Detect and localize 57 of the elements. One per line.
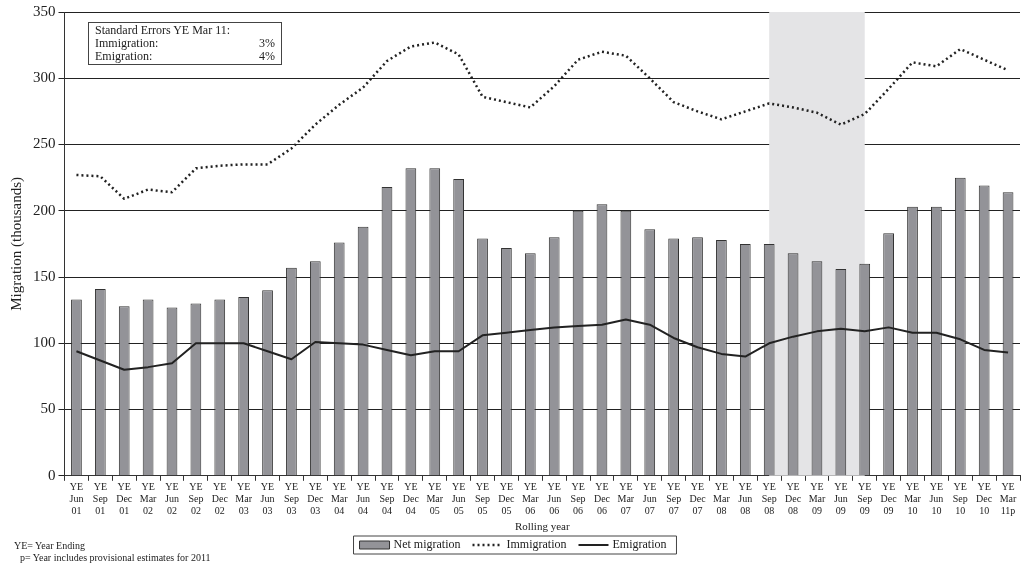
x-tick-label: YE Dec 05 bbox=[498, 481, 516, 517]
x-tick-label: YE Dec 07 bbox=[689, 481, 707, 517]
x-tick-label: YE Sep 06 bbox=[570, 481, 586, 517]
x-tick-label: YE Jun 03 bbox=[260, 481, 275, 517]
x-tick-label: YE Sep 05 bbox=[475, 481, 491, 517]
x-tick-label: YE Jun 10 bbox=[929, 481, 944, 517]
x-tick-label: YE Mar 03 bbox=[235, 481, 253, 517]
x-tick-label: YE Mar 08 bbox=[713, 481, 731, 517]
legend-label: Net migration bbox=[393, 537, 461, 552]
x-tick-label: YE Jun 06 bbox=[547, 481, 562, 517]
x-tick-label: YE Sep 08 bbox=[761, 481, 777, 517]
x-tick-label: YE Dec 09 bbox=[880, 481, 898, 517]
x-tick-label: YE Sep 02 bbox=[188, 481, 204, 517]
x-tick-label: YE Jun 02 bbox=[165, 481, 179, 517]
standard-errors-box: Standard Errors YE Mar 11: Immigration: 3% Emigration: 4% bbox=[88, 22, 282, 65]
x-tick-label: YE Mar 02 bbox=[139, 481, 158, 517]
x-tick-label: YE Dec 02 bbox=[211, 481, 229, 517]
y-tick-label: 250 bbox=[33, 135, 56, 152]
legend-label: Immigration bbox=[506, 537, 567, 552]
x-tick-label: YE Dec 01 bbox=[116, 481, 133, 517]
x-tick-label: YE Mar 09 bbox=[808, 481, 826, 517]
x-tick-label: YE Sep 01 bbox=[92, 481, 108, 517]
x-tick-label: YE Sep 07 bbox=[666, 481, 682, 517]
x-tick-label: YE Sep 09 bbox=[857, 481, 873, 517]
x-tick-label: YE Dec 04 bbox=[402, 481, 420, 517]
annotation: Standard Errors YE Mar 11: bbox=[95, 23, 232, 37]
x-tick-label: YE Jun 08 bbox=[738, 481, 753, 517]
x-tick-label: YE Dec 03 bbox=[307, 481, 324, 517]
y-tick-label: 100 bbox=[33, 334, 56, 351]
x-tick-label: YE Mar 10 bbox=[904, 481, 922, 517]
x-tick-label: YE Mar 05 bbox=[426, 481, 444, 517]
y-tick-label: 300 bbox=[33, 69, 56, 86]
y-tick-label: 50 bbox=[40, 400, 56, 417]
x-tick-label: YE Mar 07 bbox=[617, 481, 635, 517]
x-tick-label: YE Jun 05 bbox=[451, 481, 466, 517]
text: p= Year includes provisional estimates for 2011 bbox=[19, 552, 211, 564]
x-tick-label: YE Jun 01 bbox=[69, 481, 84, 517]
x-tick-label: YE Dec 10 bbox=[976, 481, 993, 517]
x-tick-label: YE Dec 06 bbox=[593, 481, 611, 517]
x-tick-label: YE Sep 04 bbox=[379, 481, 395, 517]
x-tick-label: YE Mar 11p bbox=[999, 481, 1018, 517]
x-tick-label: YE Jun 04 bbox=[356, 481, 371, 517]
x-tick-label: YE Mar 06 bbox=[521, 481, 540, 517]
legend-label: Emigration bbox=[612, 537, 667, 552]
x-tick-label: YE Mar 04 bbox=[330, 481, 349, 517]
y-tick-label: 0 bbox=[48, 466, 56, 483]
x-tick-label: YE Jun 07 bbox=[642, 481, 657, 517]
x-tick-label: YE Jun 09 bbox=[833, 481, 848, 517]
x-tick-label: YE Sep 03 bbox=[283, 481, 299, 517]
x-tick-label: YE Dec 08 bbox=[785, 481, 802, 517]
y-tick-label: 200 bbox=[33, 201, 56, 218]
x-tick-label: YE Sep 10 bbox=[952, 481, 968, 517]
y-axis-title: Migration (thousands) bbox=[7, 177, 25, 311]
text: YE= Year Ending bbox=[14, 540, 86, 552]
y-tick-label: 350 bbox=[33, 2, 56, 19]
x-axis-title: Rolling year bbox=[514, 520, 570, 533]
y-tick-label: 150 bbox=[33, 267, 56, 284]
